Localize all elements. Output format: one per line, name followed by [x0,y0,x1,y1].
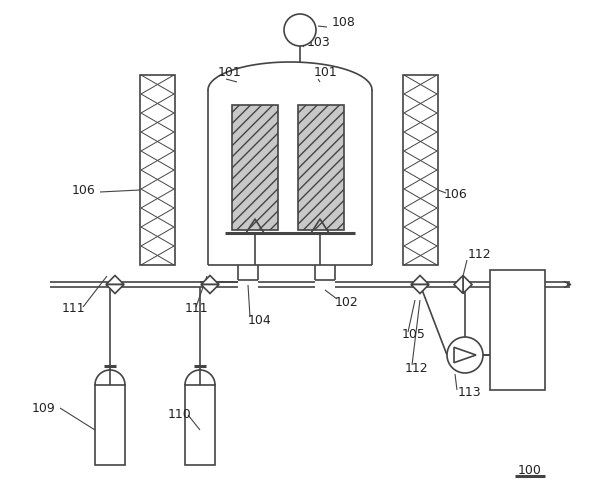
Text: 111: 111 [185,302,209,314]
Text: 100: 100 [518,463,542,477]
Circle shape [447,337,483,373]
Text: 101: 101 [218,65,242,78]
Text: 109: 109 [32,401,56,415]
Polygon shape [411,275,429,285]
Bar [140,75,175,265]
Text: 110: 110 [168,409,192,422]
Bar [95,385,125,465]
Text: 108: 108 [332,15,356,28]
Text: 101: 101 [314,65,338,78]
Bar [232,105,278,230]
Text: 104: 104 [248,313,271,326]
Text: 112: 112 [405,362,429,374]
Text: 106: 106 [72,184,96,196]
Polygon shape [106,285,124,294]
Polygon shape [454,347,476,363]
Text: 113: 113 [458,386,481,399]
Bar [298,105,344,230]
Text: 106: 106 [444,188,468,201]
Polygon shape [201,275,219,285]
Bar [185,385,215,465]
Polygon shape [454,275,463,294]
Text: 112: 112 [468,248,492,260]
Polygon shape [201,285,219,294]
Text: 103: 103 [307,36,331,49]
Bar [490,270,545,390]
Polygon shape [411,285,429,294]
Text: 111: 111 [62,302,86,314]
Text: 102: 102 [335,296,359,309]
Polygon shape [106,275,124,285]
Circle shape [284,14,316,46]
Bar [403,75,438,265]
Polygon shape [463,275,472,294]
Text: 105: 105 [402,328,426,342]
